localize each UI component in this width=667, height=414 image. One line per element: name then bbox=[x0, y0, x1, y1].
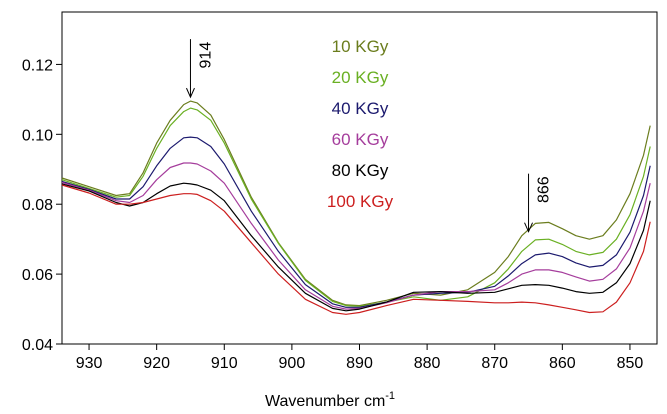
x-axis-title: Wavenumber cm-1 bbox=[265, 390, 395, 410]
x-tick-label: 910 bbox=[211, 355, 238, 372]
x-axis-ticks: 930 920 910 900 890 880 870 860 850 bbox=[76, 344, 644, 372]
legend-entry: 100 KGy bbox=[327, 192, 394, 211]
legend-entry: 60 KGy bbox=[332, 130, 389, 149]
legend-entry: 40 KGy bbox=[332, 99, 389, 118]
annotation-label: 866 bbox=[536, 176, 553, 203]
legend-entry: 80 KGy bbox=[332, 161, 389, 180]
x-tick-label: 850 bbox=[617, 355, 644, 372]
series-line-100-kgy bbox=[61, 184, 651, 315]
x-tick-label: 930 bbox=[76, 355, 103, 372]
x-tick-label: 890 bbox=[346, 355, 373, 372]
series-line-10-kgy bbox=[61, 100, 651, 307]
y-tick-label: 0.04 bbox=[22, 337, 53, 354]
y-tick-label: 0.06 bbox=[22, 267, 53, 284]
y-tick-label: 0.08 bbox=[22, 197, 53, 214]
legend: 10 KGy 20 KGy 40 KGy 60 KGy 80 KGy 100 KGy bbox=[327, 37, 394, 211]
x-tick-label: 860 bbox=[549, 355, 576, 372]
x-tick-label: 870 bbox=[481, 355, 508, 372]
y-tick-label: 0.10 bbox=[22, 127, 53, 144]
x-tick-label: 900 bbox=[279, 355, 306, 372]
series-line-60-kgy bbox=[61, 162, 651, 310]
series-line-40-kgy bbox=[61, 136, 651, 308]
plot-area bbox=[61, 11, 658, 345]
peak-annotations: 914 866 bbox=[186, 39, 553, 233]
series-lines bbox=[61, 100, 651, 315]
x-tick-label: 880 bbox=[414, 355, 441, 372]
legend-entry: 10 KGy bbox=[332, 37, 389, 56]
annotation-label: 914 bbox=[197, 42, 214, 69]
series-line-20-kgy bbox=[61, 107, 651, 307]
series-line-80-kgy bbox=[61, 182, 651, 312]
annotation-arrowhead bbox=[524, 222, 533, 233]
x-tick-label: 920 bbox=[143, 355, 170, 372]
y-axis-ticks: 0.04 0.06 0.08 0.10 0.12 bbox=[22, 57, 62, 354]
y-tick-label: 0.12 bbox=[22, 57, 53, 74]
annotation-arrowhead bbox=[186, 87, 195, 99]
legend-entry: 20 KGy bbox=[332, 68, 389, 87]
